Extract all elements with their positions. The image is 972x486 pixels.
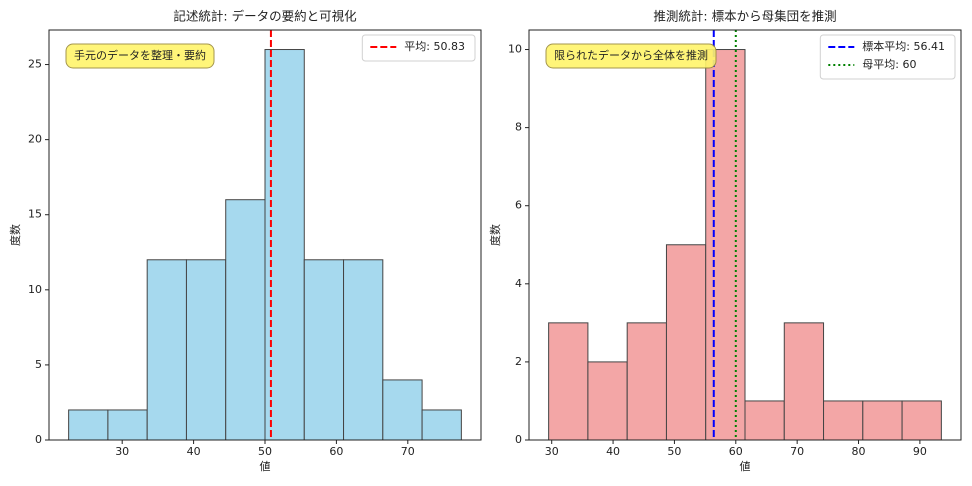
x-tick-label: 30 bbox=[545, 445, 559, 458]
y-axis-label: 度数 bbox=[8, 224, 22, 246]
x-tick-label: 70 bbox=[401, 445, 415, 458]
y-tick-label: 0 bbox=[515, 433, 522, 446]
bar bbox=[705, 49, 746, 441]
x-tick-label: 60 bbox=[329, 445, 343, 458]
legend-label: 母平均: 60 bbox=[862, 58, 916, 71]
y-tick-label: 15 bbox=[28, 208, 42, 221]
x-tick-label: 40 bbox=[606, 445, 620, 458]
bar bbox=[185, 259, 227, 441]
bar bbox=[665, 244, 707, 441]
y-tick-label: 6 bbox=[515, 199, 522, 212]
legend: 標本平均: 56.41 母平均: 60 bbox=[819, 34, 956, 80]
bar bbox=[862, 400, 903, 441]
annotation-box bbox=[545, 43, 717, 69]
y-tick-label: 10 bbox=[28, 283, 42, 296]
x-tick-label: 50 bbox=[258, 445, 272, 458]
x-tick-label: 90 bbox=[913, 445, 927, 458]
legend: 平均: 50.83 bbox=[361, 34, 476, 62]
y-tick-label: 5 bbox=[35, 358, 42, 371]
bar bbox=[626, 322, 667, 441]
y-tick-label: 4 bbox=[515, 277, 522, 290]
bar bbox=[68, 409, 109, 441]
bar bbox=[343, 259, 384, 441]
x-axis-label: 値 bbox=[260, 460, 271, 473]
bar bbox=[382, 379, 423, 441]
legend-label: 標本平均: 56.41 bbox=[862, 39, 945, 53]
x-tick-label: 40 bbox=[187, 445, 201, 458]
bar bbox=[744, 400, 785, 441]
annotation-box bbox=[65, 43, 215, 69]
x-tick-label: 50 bbox=[667, 445, 681, 458]
bar bbox=[146, 259, 187, 441]
y-tick-label: 2 bbox=[515, 355, 522, 368]
x-tick-label: 60 bbox=[729, 445, 743, 458]
bar bbox=[587, 361, 628, 441]
bar bbox=[107, 409, 148, 441]
x-tick-label: 80 bbox=[852, 445, 866, 458]
y-axis-label: 度数 bbox=[488, 224, 502, 246]
chart-title: 記述統計: データの要約と可視化 bbox=[173, 9, 357, 24]
bar bbox=[421, 409, 462, 441]
bar bbox=[783, 322, 825, 441]
y-tick-label: 25 bbox=[28, 58, 42, 71]
bar bbox=[225, 199, 266, 441]
x-tick-label: 70 bbox=[790, 445, 804, 458]
legend-box bbox=[361, 34, 476, 62]
y-tick-label: 10 bbox=[508, 43, 522, 56]
legend-label: 平均: 50.83 bbox=[404, 40, 465, 53]
bar bbox=[901, 400, 942, 441]
axes-frame bbox=[528, 29, 962, 441]
y-tick-label: 0 bbox=[35, 433, 42, 446]
y-tick-label: 20 bbox=[28, 133, 42, 146]
annotation: 限られたデータから全体を推測 bbox=[554, 48, 708, 62]
x-axis-label: 値 bbox=[740, 460, 751, 473]
chart-title: 推測統計: 標本から母集団を推測 bbox=[653, 9, 836, 24]
bar bbox=[548, 322, 589, 441]
bar bbox=[303, 259, 345, 441]
annotation: 手元のデータを整理・要約 bbox=[74, 48, 206, 62]
y-tick-label: 8 bbox=[515, 121, 522, 134]
bar bbox=[823, 400, 864, 441]
x-tick-label: 30 bbox=[115, 445, 129, 458]
